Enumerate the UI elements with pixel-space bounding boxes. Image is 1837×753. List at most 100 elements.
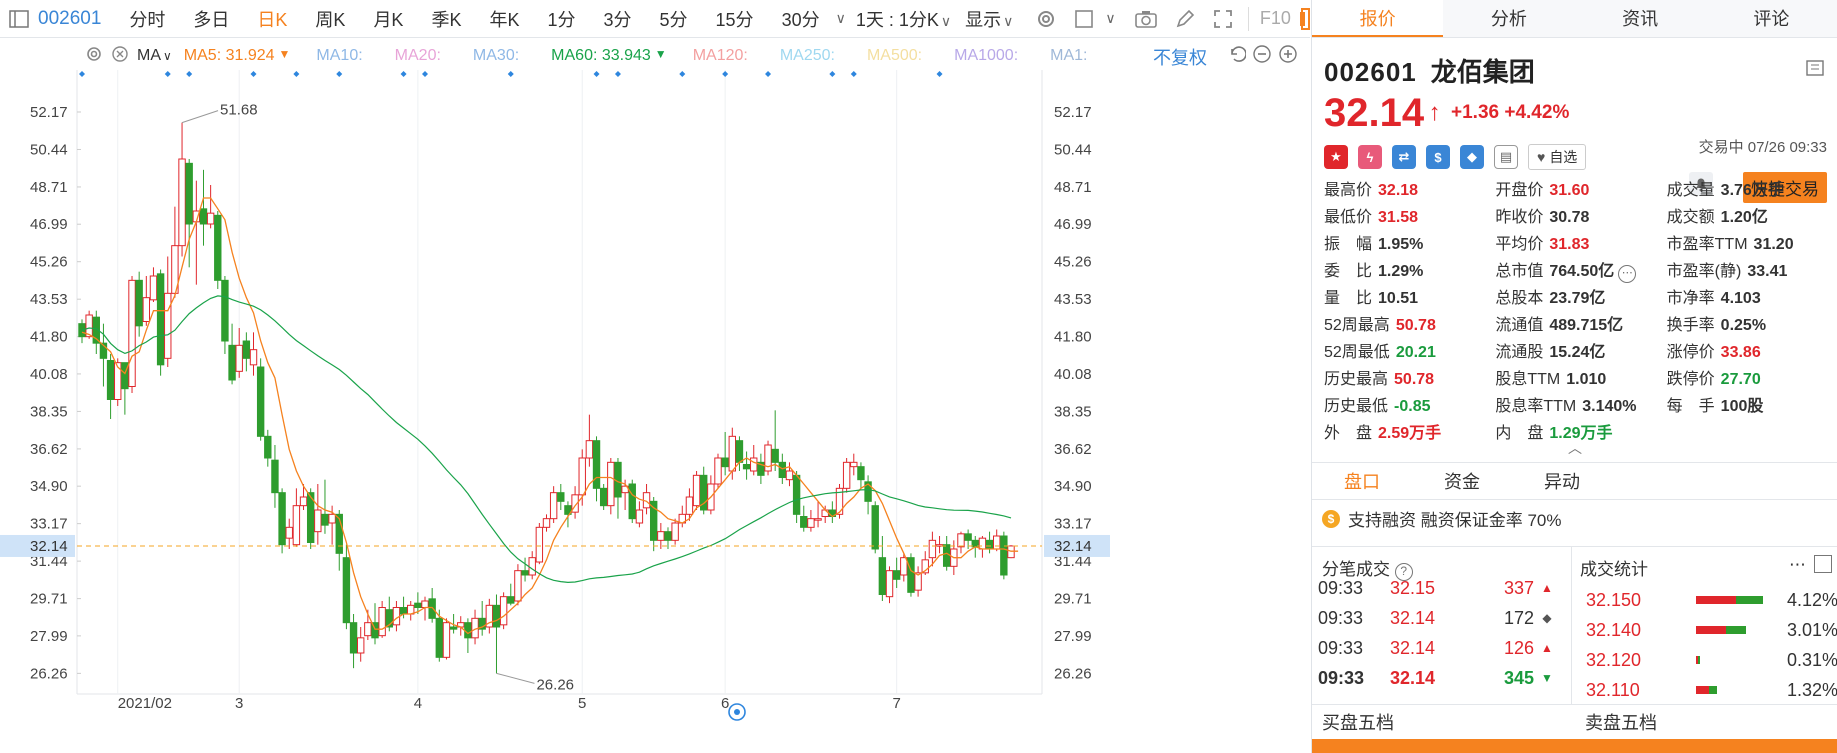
checkbox-icon[interactable]	[1073, 7, 1095, 31]
candle-body	[164, 292, 172, 359]
zoom-out-icon[interactable]	[1252, 44, 1272, 69]
ma-legend-item[interactable]: MA250:	[779, 47, 835, 64]
stat-value: 4.103	[1720, 290, 1761, 307]
shuffle-icon[interactable]: ⇄	[1392, 145, 1416, 169]
timeframe-tab[interactable]: 1分	[547, 9, 576, 30]
china-flag-icon[interactable]: ★	[1324, 145, 1348, 169]
expand-icon[interactable]	[1814, 555, 1832, 573]
timeframe-tab[interactable]: 30分	[781, 9, 820, 30]
timeframe-tab[interactable]: 周K	[315, 9, 346, 30]
ma-type-label[interactable]: MA	[137, 47, 161, 64]
stat-value: 31.58	[1378, 209, 1419, 226]
ma-legend-item[interactable]: MA10:	[316, 47, 363, 64]
zoom-in-icon[interactable]	[1278, 44, 1298, 69]
pen-icon[interactable]	[1174, 7, 1196, 31]
candle	[700, 466, 708, 515]
more-timeframes-icon[interactable]: ∨	[835, 10, 846, 26]
adjust-mode-button[interactable]: 不复权	[1153, 48, 1207, 68]
candle-body	[235, 344, 243, 372]
indicator-settings-icon[interactable]	[85, 45, 103, 68]
bookmark-icon[interactable]: ▤	[1494, 145, 1518, 169]
more-icon[interactable]: ⋯	[1789, 555, 1806, 574]
panel-toggle-icon[interactable]	[8, 8, 30, 30]
tag-icon[interactable]: ◆	[1460, 145, 1484, 169]
ma-legend-item[interactable]: MA500:	[866, 47, 923, 64]
camera-icon[interactable]	[1134, 7, 1158, 31]
timeframe-tab[interactable]: 5分	[659, 9, 688, 30]
candle-body	[892, 570, 901, 580]
ma-dropdown-icon[interactable]: ▼	[654, 47, 667, 61]
undo-icon[interactable]	[1226, 44, 1247, 69]
volume-distribution-title: 成交统计	[1580, 560, 1648, 579]
timeframe-tab[interactable]: 月K	[373, 9, 404, 30]
collapse-up-icon[interactable]: ︿	[1568, 440, 1582, 456]
alert-bell-icon[interactable]	[1689, 172, 1713, 201]
timeframe-tab[interactable]: 15分	[715, 9, 754, 30]
ma-legend-item[interactable]: MA120:	[692, 47, 748, 64]
ma-legend-item[interactable]: MA1:	[1050, 47, 1088, 64]
distribution-row: 32.140 3.01%	[1574, 615, 1837, 645]
ma-dropdown-icon[interactable]: ▼	[278, 47, 291, 61]
tick-row: 09:33 32.14 345 ▼	[1314, 663, 1571, 693]
more-circle-icon[interactable]: ⋯	[1618, 265, 1637, 283]
checkbox-dropdown-icon[interactable]: ∨	[1105, 10, 1116, 26]
candle-body	[671, 522, 679, 541]
x-tick-label: 3	[235, 695, 243, 712]
stock-code-label[interactable]: 002601	[38, 7, 102, 29]
period-select[interactable]: 1天 : 1分K ∨	[855, 9, 952, 30]
stats-row: 历史最高 50.78 股息TTM 1.010 跌停价 27.70	[1324, 365, 1837, 392]
candle-body	[206, 212, 215, 225]
quote-tab[interactable]: 资讯	[1622, 9, 1659, 29]
timeframe-tab[interactable]: 日K	[257, 9, 288, 30]
y-tick-label-right: 31.44	[1054, 553, 1092, 570]
event-marker	[79, 71, 85, 77]
ma-legend-item[interactable]: MA60: 33.943	[551, 47, 651, 64]
lightning-icon[interactable]: ϟ	[1358, 145, 1382, 169]
quote-tab[interactable]: 评论	[1753, 9, 1790, 29]
ma-legend-item[interactable]: MA1000:	[954, 47, 1019, 64]
chart-info-icon[interactable]	[728, 703, 746, 721]
quote-tab[interactable]: 分析	[1490, 9, 1527, 29]
panel-menu-icon[interactable]	[1805, 58, 1825, 83]
ma-legend-item[interactable]: MA30:	[472, 47, 520, 64]
quote-tab[interactable]: 报价	[1312, 0, 1444, 37]
chart-info-icon-dot	[734, 709, 740, 715]
candlestick-chart[interactable]: 52.17 52.17 50.44 50.44 48.71 48.71 46.99 46.99…	[0, 70, 1310, 753]
f10-button[interactable]: F10	[1259, 8, 1291, 28]
timeframe-tab[interactable]: 3分	[603, 9, 632, 30]
candle-body	[792, 474, 801, 515]
add-watchlist-button[interactable]: ♥ 自选	[1528, 144, 1587, 170]
stat-cell: 成交额 1.20亿	[1667, 203, 1837, 230]
orderbook-tab[interactable]: 异动	[1544, 472, 1580, 492]
candle-body	[514, 570, 522, 602]
candle	[256, 358, 265, 441]
ma-legend-item[interactable]: MA5: 31.924	[183, 47, 275, 64]
dollar-icon[interactable]: $	[1426, 145, 1450, 169]
candle-body	[414, 602, 422, 609]
layout-toggle-icon[interactable]	[1300, 7, 1310, 30]
candle	[757, 453, 765, 484]
timeframe-tab[interactable]: 多日	[193, 9, 230, 30]
orderbook-tab[interactable]: 资金	[1444, 472, 1480, 492]
y-tick-label-left: 27.99	[30, 628, 68, 645]
indicator-close-icon[interactable]	[111, 45, 129, 68]
fullscreen-icon[interactable]	[1212, 7, 1234, 31]
timeframe-tab[interactable]: 季K	[431, 9, 462, 30]
candle-body	[528, 557, 536, 576]
ma-legend-item[interactable]: MA20:	[394, 47, 441, 64]
stat-value: 30.78	[1549, 209, 1590, 226]
orderbook-tab[interactable]: 盘口	[1344, 472, 1380, 492]
candle-body	[135, 279, 143, 327]
ma-type-dropdown-icon[interactable]: ∨	[163, 49, 172, 63]
stat-value: 15.24亿	[1549, 344, 1606, 361]
quick-trade-button[interactable]: 快捷交易	[1743, 172, 1827, 203]
candle	[878, 536, 887, 601]
timeframe-tab[interactable]: 年K	[489, 9, 520, 30]
candle	[692, 471, 701, 510]
settings-icon[interactable]	[1035, 7, 1057, 31]
distribution-row: 32.120 0.31%	[1574, 645, 1837, 675]
y-tick-label-left: 31.44	[30, 553, 68, 570]
display-select[interactable]: 显示 ∨	[965, 9, 1014, 30]
help-icon[interactable]: ?	[1394, 563, 1413, 581]
timeframe-tab[interactable]: 分时	[129, 9, 166, 30]
